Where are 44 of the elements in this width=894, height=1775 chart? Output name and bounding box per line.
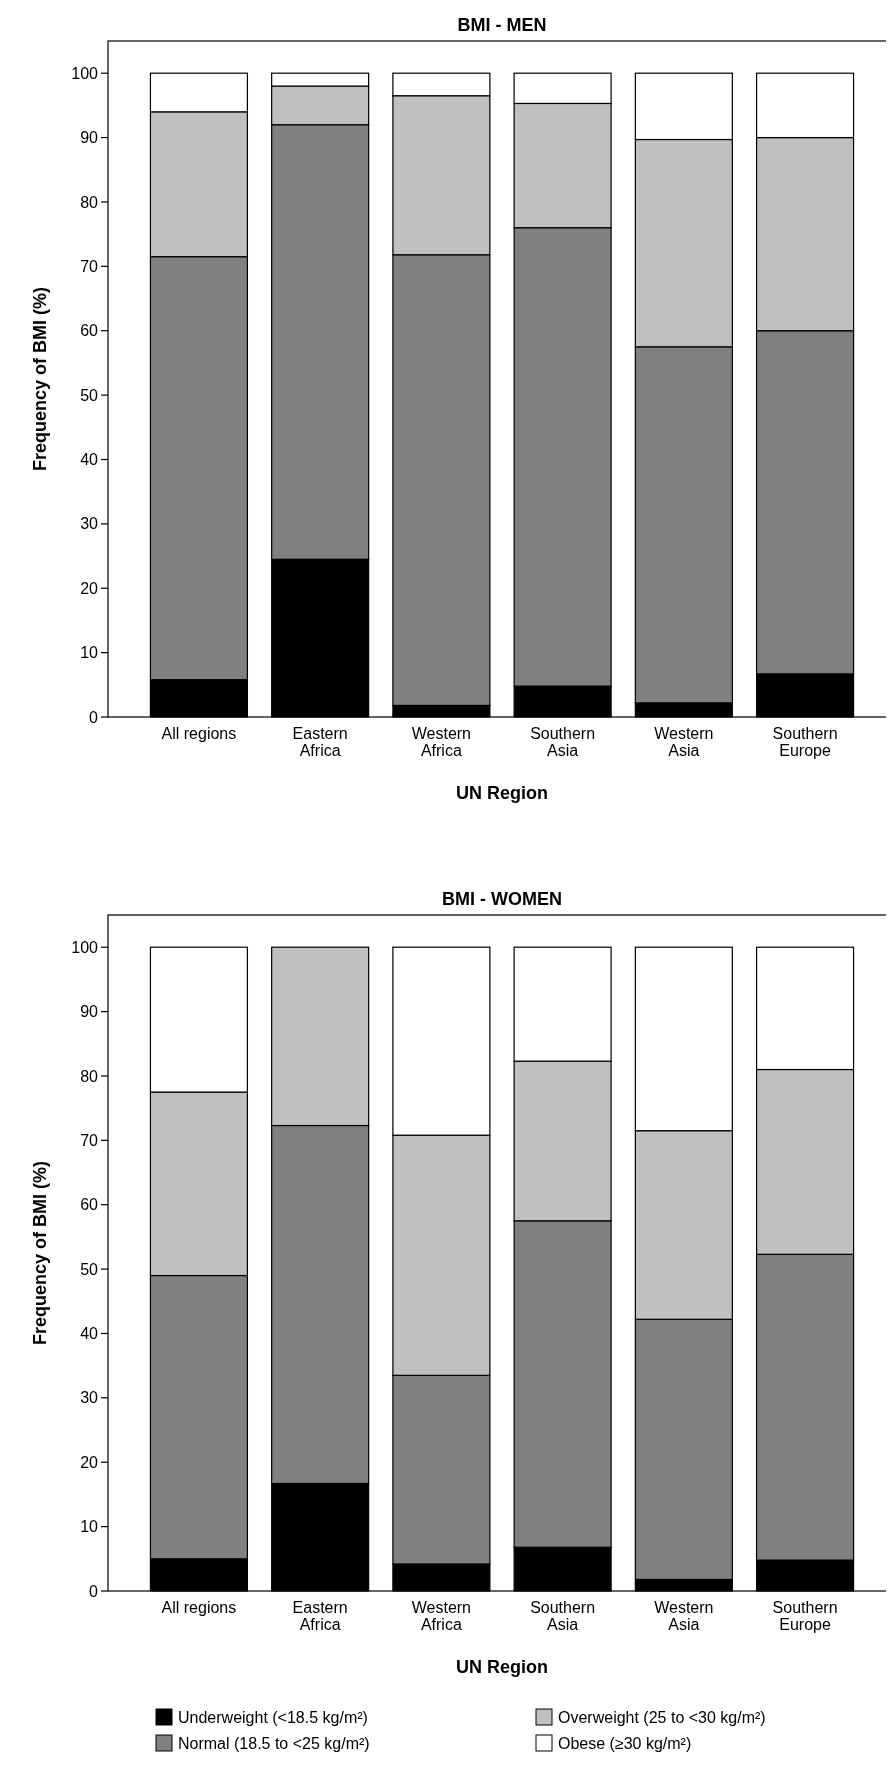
- y-tick-label: 30: [80, 515, 99, 533]
- y-tick-label: 80: [80, 1067, 99, 1085]
- y-tick-label: 20: [80, 579, 99, 597]
- x-tick-label: Eastern Africa: [292, 1599, 348, 1633]
- x-tick-label: Western Africa: [411, 1599, 472, 1633]
- y-tick-label: 20: [80, 1453, 99, 1471]
- y-tick-label: 50: [80, 1260, 99, 1278]
- y-tick-label: 70: [80, 257, 99, 275]
- legend-label: Normal (18.5 to <25 kg/m²): [178, 1734, 370, 1752]
- x-tick-label: Southern Asia: [530, 725, 596, 759]
- legend-label: Overweight (25 to <30 kg/m²): [558, 1708, 766, 1726]
- x-tick-label: All regions: [161, 725, 237, 742]
- y-tick-label: 0: [89, 1582, 99, 1600]
- x-tick-label: Eastern Africa: [292, 725, 348, 759]
- y-tick-label: 60: [80, 322, 99, 340]
- y-tick-label: 10: [80, 644, 99, 662]
- y-tick-label: 100: [71, 64, 99, 82]
- x-tick-label: Southern Asia: [530, 1599, 596, 1633]
- y-tick-label: 0: [89, 708, 99, 726]
- x-tick-label: Southern Europe: [772, 725, 838, 759]
- y-axis-title: Frequency of BMI (%): [30, 1160, 50, 1346]
- x-axis-title: UN Region: [456, 783, 548, 803]
- y-tick-label: 60: [80, 1196, 99, 1214]
- y-tick-label: 40: [80, 451, 99, 469]
- y-tick-label: 50: [80, 386, 99, 404]
- y-axis-title: Frequency of BMI (%): [30, 286, 50, 472]
- legend-label: Obese (≥30 kg/m²): [558, 1734, 692, 1752]
- x-tick-label: Western Africa: [411, 725, 472, 759]
- x-tick-label: All regions: [161, 1599, 237, 1616]
- y-tick-label: 70: [80, 1131, 99, 1149]
- x-tick-label: Western Asia: [654, 725, 714, 759]
- y-tick-label: 10: [80, 1518, 99, 1536]
- y-tick-label: 40: [80, 1325, 99, 1343]
- y-tick-label: 90: [80, 129, 99, 147]
- x-tick-label: Southern Europe: [772, 1599, 838, 1633]
- y-tick-label: 90: [80, 1003, 99, 1021]
- legend-label: Underweight (<18.5 kg/m²): [178, 1708, 368, 1726]
- x-axis-title: UN Region: [456, 1657, 548, 1677]
- y-tick-label: 30: [80, 1389, 99, 1407]
- chart-title: BMI - WOMEN: [442, 889, 562, 909]
- y-tick-label: 80: [80, 193, 99, 211]
- x-tick-label: Western Asia: [654, 1599, 714, 1633]
- chart-title: BMI - MEN: [457, 15, 547, 35]
- y-tick-label: 100: [71, 938, 99, 956]
